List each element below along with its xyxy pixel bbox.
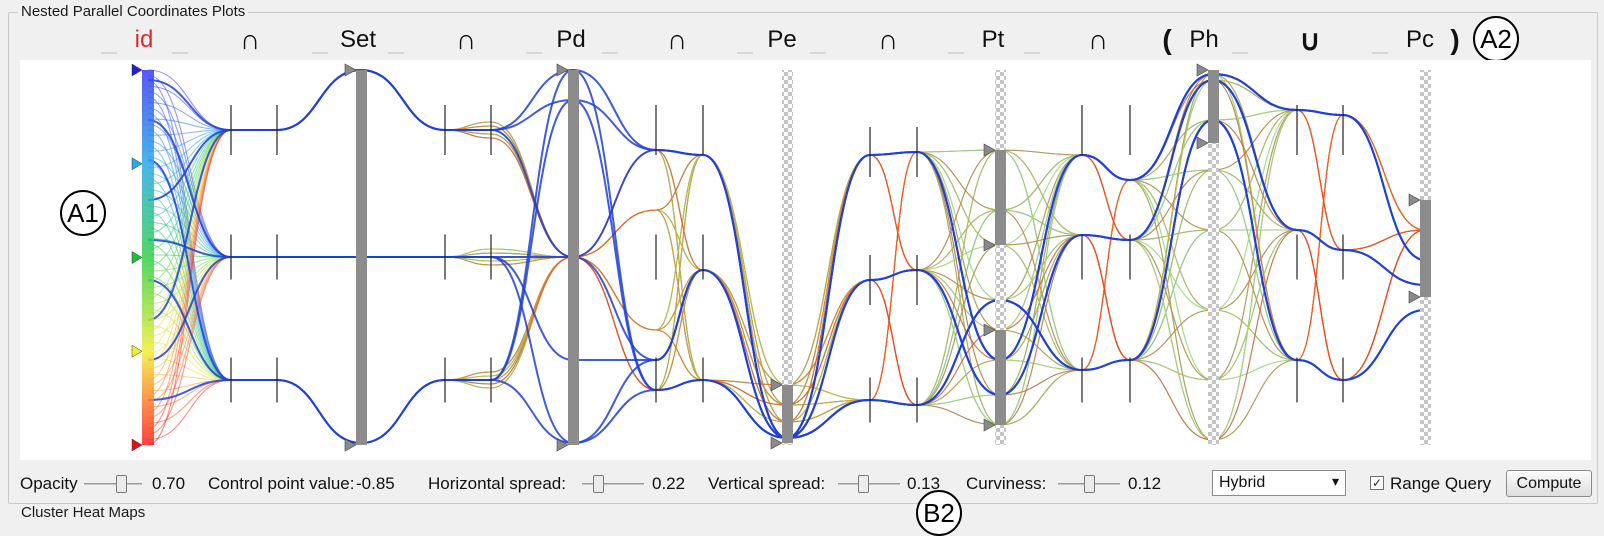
operator-intersect[interactable]: ∩ [239,24,261,55]
range-query-checkbox[interactable]: ✓ [1370,476,1384,490]
vspread-value: 0.13 [907,474,941,493]
chevron-down-icon: ▾ [1331,473,1339,489]
header-dash [312,52,328,54]
range-handle-icon [1196,63,1209,77]
range-handle-icon [983,323,996,337]
callout-b2: B2 [916,490,962,536]
ph-axis-checkered [1208,70,1219,445]
slider-track [838,483,900,485]
callout-a2: A2 [1473,16,1519,62]
operator-intersect[interactable]: ∩ [666,24,688,55]
range-handle-icon [556,63,569,77]
range-handle-icon [983,238,996,252]
parallel-coordinates-plot[interactable] [20,60,1591,460]
id-axis-bar [142,70,154,445]
panel-title: Nested Parallel Coordinates Plots [18,3,249,20]
pt-range-selection [995,330,1006,425]
pcp-canvas[interactable] [20,60,1591,460]
axis-header-row: id ∩ Set ∩ Pd ∩ Pe ∩ Pt ∩ ( Ph ∪ Pc ) [0,24,1604,62]
slider-thumb[interactable] [116,475,127,493]
range-query-label[interactable]: Range Query [1390,474,1492,493]
range-handle-icon [983,418,996,432]
range-handle-icon [983,143,996,157]
range-handle-icon [556,438,569,452]
pe-range-selection [782,385,793,443]
control-point-label: Control point value: [208,474,355,493]
header-dash [602,52,618,54]
slider-thumb[interactable] [1084,475,1095,493]
header-dash [737,52,753,54]
mode-select-value: Hybrid [1219,474,1266,491]
operator-intersect[interactable]: ∩ [877,24,899,55]
pt-range-selection [995,150,1006,245]
range-handle-icon [1408,290,1421,304]
mode-select[interactable]: Hybrid ▾ [1212,470,1346,496]
header-dash [1024,52,1040,54]
control-point-value: -0.85 [356,474,395,493]
curviness-label: Curviness: [966,474,1047,493]
vspread-slider[interactable] [838,474,900,494]
pt-axis-checkered [995,70,1006,445]
curviness-slider[interactable] [1058,474,1120,494]
axis-header-pe[interactable]: Pe [767,26,797,53]
header-dash [172,52,188,54]
axis-header-ph[interactable]: Ph [1189,26,1219,53]
opacity-label: Opacity [20,474,78,493]
slider-track [582,483,644,485]
id-marker-arrow [131,63,143,77]
opacity-value: 0.70 [152,474,186,493]
nested-pcp-groupbox [8,12,1598,504]
header-dash [810,52,826,54]
callout-a1: A1 [60,190,106,236]
id-marker-arrow [131,251,143,264]
range-handle-icon [344,63,357,77]
header-dash [1372,52,1388,54]
range-handle-icon [1408,193,1421,207]
pe-axis-checkered [782,70,793,445]
operator-intersect[interactable]: ∩ [1087,24,1109,55]
header-dash [948,52,964,54]
operator-close-paren[interactable]: ) [1450,24,1460,55]
cluster-heatmaps-title: Cluster Heat Maps [18,504,149,521]
ph-range-selection [1208,70,1219,143]
highlighted-polyline [147,68,1426,440]
range-handle-icon [770,378,783,392]
axis-header-pt[interactable]: Pt [981,26,1005,53]
range-handle-icon [770,436,783,450]
compute-button[interactable]: Compute [1506,470,1592,497]
id-marker-arrow [131,157,143,171]
controls-bar: Opacity 0.70 Control point value: -0.85 … [0,470,1604,498]
range-handle-icon [1196,136,1209,150]
vspread-label: Vertical spread: [708,474,826,493]
slider-thumb[interactable] [858,475,869,493]
id-marker-arrow [131,344,143,358]
pc-range-selection [1420,200,1431,297]
operator-union[interactable]: ∪ [1299,25,1321,56]
operator-open-paren[interactable]: ( [1162,24,1172,55]
slider-thumb[interactable] [593,475,604,493]
axis-header-set[interactable]: Set [339,26,377,53]
axis-header-pd[interactable]: Pd [556,26,586,53]
curviness-value: 0.12 [1128,474,1162,493]
set-axis-bar [356,70,367,445]
id-marker-arrow [131,438,143,452]
range-handle-icon [344,438,357,452]
hspread-value: 0.22 [652,474,686,493]
header-dash [1232,52,1248,54]
hspread-slider[interactable] [582,474,644,494]
axis-header-id[interactable]: id [134,26,154,53]
hspread-label: Horizontal spread: [428,474,566,493]
slider-track [84,483,142,485]
opacity-slider[interactable] [84,474,142,494]
header-dash [388,52,404,54]
operator-intersect[interactable]: ∩ [455,24,477,55]
header-dash [101,52,117,54]
pd-axis-bar [568,70,579,445]
header-dash [526,52,542,54]
axis-header-pc[interactable]: Pc [1405,26,1435,53]
